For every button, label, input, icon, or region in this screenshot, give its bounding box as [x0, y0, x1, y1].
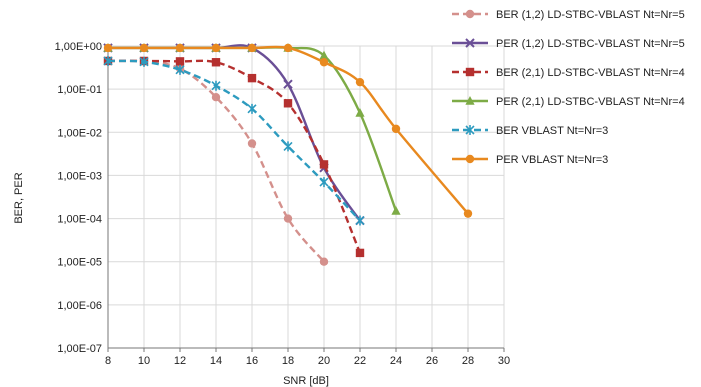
- series-1-point: [319, 257, 329, 266]
- legend-label: PER (1,2) LD-STBC-VBLAST Nt=Nr=5: [496, 38, 685, 50]
- series-4-point: [355, 107, 365, 117]
- series-6-point: [283, 43, 293, 53]
- x-tick-label: 12: [174, 355, 186, 367]
- series-3-point: [283, 99, 293, 108]
- series-group: [103, 42, 473, 266]
- x-tick-label: 8: [105, 355, 111, 367]
- series-3: [103, 56, 365, 258]
- series-5-point: [319, 177, 329, 188]
- x-axis-label: SNR [dB]: [283, 375, 329, 387]
- series-5-point: [355, 215, 365, 226]
- y-tick-label: 1,00E-05: [57, 257, 102, 269]
- legend-entry-3: BER (2,1) LD-STBC-VBLAST Nt=Nr=4: [452, 67, 685, 79]
- series-5-point: [283, 141, 293, 152]
- series-1-point: [211, 93, 221, 102]
- y-axis-label: BER, PER: [13, 172, 25, 223]
- legend: BER (1,2) LD-STBC-VBLAST Nt=Nr=5 PER (1,2…: [452, 9, 685, 166]
- series-3-point: [175, 57, 185, 66]
- y-tick-label: 1,00E-04: [57, 214, 102, 226]
- x-tick-label: 14: [210, 355, 222, 367]
- legend-label: PER VBLAST Nt=Nr=3: [496, 154, 608, 166]
- legend-entry-6: PER VBLAST Nt=Nr=3: [452, 154, 608, 166]
- series-5-point: [139, 56, 149, 67]
- legend-swatch-marker: [465, 125, 475, 135]
- legend-swatch-marker: [465, 38, 475, 48]
- legend-entry-2: PER (1,2) LD-STBC-VBLAST Nt=Nr=5: [452, 38, 685, 50]
- legend-label: BER (2,1) LD-STBC-VBLAST Nt=Nr=4: [496, 67, 685, 79]
- series-5-point: [211, 80, 221, 91]
- legend-label: BER (1,2) LD-STBC-VBLAST Nt=Nr=5: [496, 9, 685, 21]
- y-tick-label: 1,00E-06: [57, 300, 102, 312]
- series-6-point: [103, 43, 113, 53]
- series-6-point: [463, 209, 473, 218]
- series-5-point: [175, 64, 185, 75]
- legend-swatch-marker: [465, 67, 475, 77]
- y-tick-label: 1,00E+00: [55, 41, 102, 53]
- series-3-point: [319, 160, 329, 169]
- series-6: [103, 43, 473, 218]
- y-tick-label: 1,00E-03: [57, 170, 102, 182]
- x-tick-label: 10: [138, 355, 150, 367]
- series-6-point: [139, 43, 149, 53]
- x-tick-label: 16: [246, 355, 258, 367]
- series-6-point: [355, 77, 365, 87]
- series-2-point: [283, 79, 293, 89]
- x-tick-label: 22: [354, 355, 366, 367]
- series-4-point: [319, 50, 329, 60]
- series-1-point: [247, 139, 257, 148]
- legend-swatch-marker: [465, 154, 475, 164]
- series-3-point: [355, 248, 365, 258]
- series-6-point: [211, 43, 221, 53]
- legend-entry-5: BER VBLAST Nt=Nr=3: [452, 125, 608, 137]
- legend-swatch-marker: [465, 9, 475, 19]
- y-tick-label: 1,00E-01: [57, 84, 102, 96]
- x-tick-label: 30: [498, 355, 510, 367]
- x-tick-label: 26: [426, 355, 438, 367]
- legend-swatch-marker: [465, 96, 475, 105]
- legend-entry-4: PER (2,1) LD-STBC-VBLAST Nt=Nr=4: [452, 96, 685, 108]
- x-tick-labels: 8 10 12 14 16 18 20 22 24 26 28 30: [105, 355, 510, 367]
- series-5-point: [247, 103, 257, 114]
- legend-label: BER VBLAST Nt=Nr=3: [496, 125, 608, 137]
- series-6-line: [108, 45, 469, 215]
- y-tick-label: 1,00E-02: [57, 127, 102, 139]
- grid-lines: [107, 45, 505, 349]
- series-5: [103, 55, 365, 226]
- axes: [107, 46, 505, 352]
- x-tick-label: 20: [318, 355, 330, 367]
- x-tick-label: 28: [462, 355, 474, 367]
- series-1-point: [283, 214, 293, 223]
- legend-label: PER (2,1) LD-STBC-VBLAST Nt=Nr=4: [496, 96, 685, 108]
- series-2-line: [108, 44, 361, 222]
- y-tick-label: 1,00E-07: [57, 343, 102, 355]
- series-3-line: [107, 59, 362, 254]
- y-tick-labels: 1,00E+00 1,00E-01 1,00E-02 1,00E-03 1,00E-04…: [55, 41, 102, 355]
- series-2: [103, 43, 365, 226]
- series-3-point: [247, 73, 257, 83]
- series-3-point: [211, 58, 221, 67]
- series-6-point: [319, 58, 329, 67]
- x-tick-label: 24: [390, 355, 402, 367]
- series-5-line: [107, 59, 361, 222]
- series-6-point: [391, 124, 401, 134]
- series-6-point: [247, 43, 257, 53]
- series-4-point: [391, 205, 401, 215]
- series-5-point: [103, 55, 113, 66]
- x-tick-label: 18: [282, 355, 294, 367]
- legend-entry-1: BER (1,2) LD-STBC-VBLAST Nt=Nr=5: [452, 9, 685, 21]
- series-6-point: [175, 43, 185, 53]
